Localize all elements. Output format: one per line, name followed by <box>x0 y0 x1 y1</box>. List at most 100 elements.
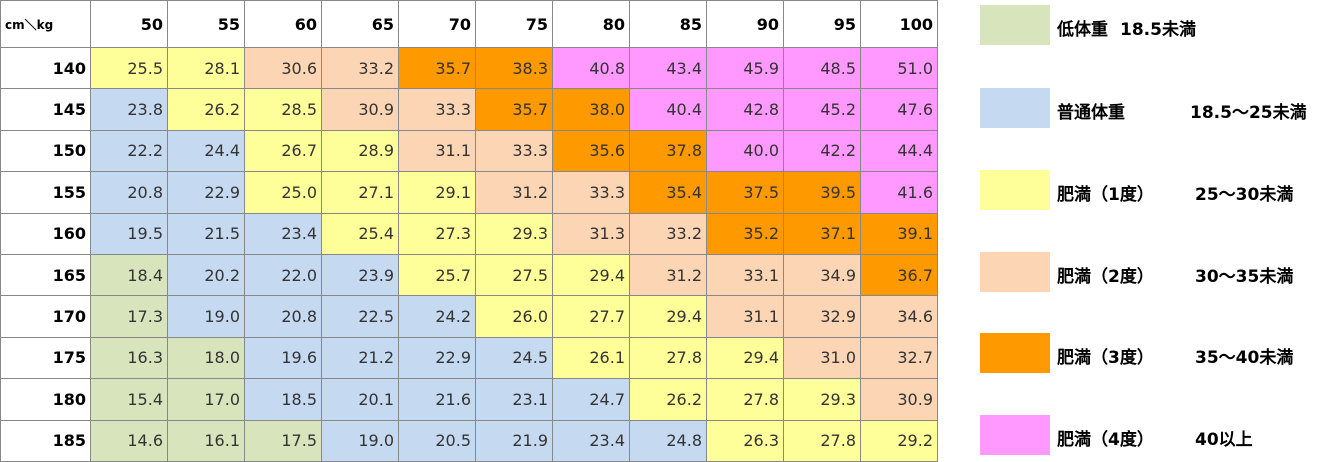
row-header: 150 <box>0 129 91 173</box>
table-cell: 21.9 <box>475 419 553 462</box>
table-cell: 27.8 <box>629 336 707 380</box>
table-cell: 38.3 <box>475 46 553 90</box>
table-cell: 24.4 <box>167 129 245 173</box>
table-cell: 18.0 <box>167 336 245 380</box>
table-cell: 24.2 <box>398 295 476 338</box>
legend-range: 30～35未満 <box>1195 267 1294 287</box>
header-row: cm＼kg 50 55 60 65 70 75 80 85 90 95 100 <box>0 0 938 48</box>
table-cell: 29.4 <box>706 336 784 380</box>
table-cell: 17.0 <box>167 378 245 421</box>
table-cell: 22.2 <box>90 129 168 173</box>
table-cell: 31.2 <box>475 171 553 214</box>
table-cell: 25.5 <box>90 46 168 90</box>
table-cell: 30.9 <box>321 88 399 131</box>
table-row: 185 14.6 16.1 17.5 19.0 20.5 21.9 23.4 24.8 26.3 2… <box>0 419 938 462</box>
table-cell: 33.3 <box>475 129 553 173</box>
table-cell: 40.0 <box>706 129 784 173</box>
legend-swatch <box>980 5 1050 45</box>
table-row: 145 23.8 26.2 28.5 30.9 33.3 35.7 38.0 40.4 42.8 4… <box>0 88 938 131</box>
table-cell: 29.1 <box>398 171 476 214</box>
table-cell: 18.5 <box>244 378 322 421</box>
table-cell: 20.5 <box>398 419 476 462</box>
legend-swatch <box>980 415 1050 455</box>
table-cell: 16.1 <box>167 419 245 462</box>
table-cell: 30.6 <box>244 46 322 90</box>
table-cell: 33.3 <box>398 88 476 131</box>
table-cell: 28.9 <box>321 129 399 173</box>
table-cell: 29.3 <box>783 378 861 421</box>
table-cell: 23.8 <box>90 88 168 131</box>
table-cell: 28.1 <box>167 46 245 90</box>
table-cell: 26.7 <box>244 129 322 173</box>
legend-range: 35～40未満 <box>1195 348 1294 368</box>
table-cell: 22.9 <box>167 171 245 214</box>
table-cell: 22.9 <box>398 336 476 380</box>
table-row: 155 20.8 22.9 25.0 27.1 29.1 31.2 33.3 35.4 37.5 3… <box>0 171 938 214</box>
table-cell: 34.6 <box>860 295 938 338</box>
legend-range: 18.5未満 <box>1120 20 1196 40</box>
table-cell: 26.0 <box>475 295 553 338</box>
table-cell: 21.5 <box>167 212 245 255</box>
table-cell: 27.8 <box>783 419 861 462</box>
table-cell: 33.2 <box>629 212 707 255</box>
column-header: 75 <box>475 0 553 48</box>
row-header: 170 <box>0 295 91 338</box>
table-row: 150 22.2 24.4 26.7 28.9 31.1 33.3 35.6 37.8 40.0 4… <box>0 129 938 173</box>
table-cell: 20.8 <box>90 171 168 214</box>
table-cell: 42.2 <box>783 129 861 173</box>
legend-label: 肥満（1度） <box>1057 185 1154 205</box>
table-row: 140 25.5 28.1 30.6 33.2 35.7 38.3 40.8 43.4 45.9 4… <box>0 46 938 90</box>
table-cell: 17.5 <box>244 419 322 462</box>
table-cell: 23.4 <box>552 419 630 462</box>
table-cell: 31.0 <box>783 336 861 380</box>
legend-swatch <box>980 333 1050 373</box>
table-cell: 31.1 <box>706 295 784 338</box>
table-cell: 44.4 <box>860 129 938 173</box>
row-header: 165 <box>0 253 91 297</box>
table-row: 180 15.4 17.0 18.5 20.1 21.6 23.1 24.7 26.2 27.8 2… <box>0 378 938 421</box>
legend-swatch <box>980 88 1050 128</box>
table-cell: 21.6 <box>398 378 476 421</box>
table-cell: 35.7 <box>398 46 476 90</box>
table-cell: 25.4 <box>321 212 399 255</box>
row-header: 185 <box>0 419 91 462</box>
table-cell: 17.3 <box>90 295 168 338</box>
table-cell: 25.0 <box>244 171 322 214</box>
table-cell: 39.1 <box>860 212 938 255</box>
table-cell: 26.3 <box>706 419 784 462</box>
table-row: 170 17.3 19.0 20.8 22.5 24.2 26.0 27.7 29.4 31.1 3… <box>0 295 938 338</box>
table-cell: 51.0 <box>860 46 938 90</box>
row-header: 180 <box>0 378 91 421</box>
table-cell: 26.2 <box>167 88 245 131</box>
row-header: 175 <box>0 336 91 380</box>
table-cell: 37.1 <box>783 212 861 255</box>
table-cell: 23.4 <box>244 212 322 255</box>
row-header: 140 <box>0 46 91 90</box>
table-cell: 22.0 <box>244 253 322 297</box>
legend-label: 低体重 <box>1057 20 1108 40</box>
table-cell: 29.4 <box>552 253 630 297</box>
table-cell: 19.5 <box>90 212 168 255</box>
legend-swatch <box>980 252 1050 292</box>
column-header: 100 <box>860 0 938 48</box>
table-cell: 24.5 <box>475 336 553 380</box>
bmi-table: cm＼kg 50 55 60 65 70 75 80 85 90 95 100 140 25.5 28.1 3… <box>0 0 938 462</box>
legend-swatch <box>980 170 1050 210</box>
table-cell: 25.7 <box>398 253 476 297</box>
table-cell: 40.8 <box>552 46 630 90</box>
table-cell: 31.3 <box>552 212 630 255</box>
table-row: 175 16.3 18.0 19.6 21.2 22.9 24.5 26.1 27.8 29.4 3… <box>0 336 938 380</box>
table-cell: 28.5 <box>244 88 322 131</box>
column-header: 80 <box>552 0 630 48</box>
table-cell: 20.8 <box>244 295 322 338</box>
row-header: 155 <box>0 171 91 214</box>
legend-range: 40以上 <box>1195 430 1253 450</box>
table-cell: 26.1 <box>552 336 630 380</box>
legend-range: 25～30未満 <box>1195 185 1294 205</box>
table-cell: 47.6 <box>860 88 938 131</box>
column-header: 85 <box>629 0 707 48</box>
table-cell: 23.1 <box>475 378 553 421</box>
table-cell: 18.4 <box>90 253 168 297</box>
table-cell: 19.0 <box>321 419 399 462</box>
